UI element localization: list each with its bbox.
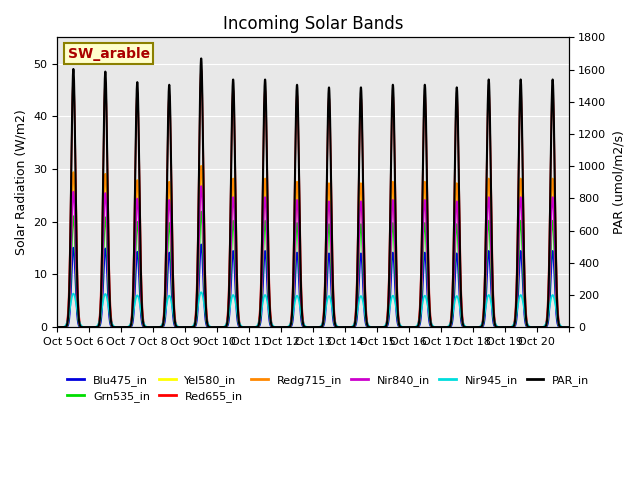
Title: Incoming Solar Bands: Incoming Solar Bands: [223, 15, 403, 33]
Y-axis label: PAR (umol/m2/s): PAR (umol/m2/s): [612, 130, 625, 234]
Text: SW_arable: SW_arable: [68, 47, 150, 60]
Legend: Blu475_in, Grn535_in, Yel580_in, Red655_in, Redg715_in, Nir840_in, Nir945_in, PA: Blu475_in, Grn535_in, Yel580_in, Red655_…: [63, 371, 594, 407]
Y-axis label: Solar Radiation (W/m2): Solar Radiation (W/m2): [15, 109, 28, 255]
